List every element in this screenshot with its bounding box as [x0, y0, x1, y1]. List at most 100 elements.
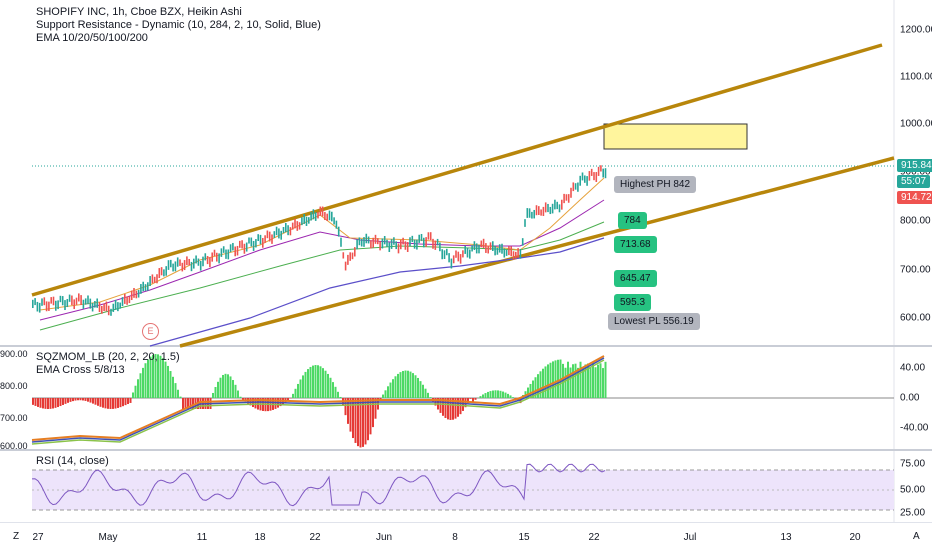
candle: [317, 212, 319, 218]
histogram-bar: [412, 373, 414, 398]
pivot-713-callout: 713.68: [614, 236, 657, 253]
auto-scale-button[interactable]: A: [913, 531, 920, 542]
candle: [471, 245, 473, 251]
candle: [315, 212, 317, 221]
histogram-bar: [335, 387, 337, 398]
candle: [122, 297, 124, 306]
time-tick: May: [99, 532, 118, 543]
main-price-pane[interactable]: [0, 0, 932, 522]
pivot-595-callout: 595.3: [614, 294, 651, 311]
candle: [184, 260, 186, 270]
time-axis[interactable]: 27 May 11 18 22 Jun 8 15 22 Jul 13 20: [0, 522, 932, 551]
candle: [168, 260, 170, 270]
candle: [188, 259, 190, 265]
candle: [437, 239, 439, 245]
histogram-bar: [510, 395, 512, 398]
histogram-bar: [135, 386, 137, 398]
candle: [156, 274, 158, 283]
histogram-bar: [110, 398, 112, 409]
histogram-bar: [547, 364, 549, 398]
candle: [280, 231, 282, 240]
histogram-bar: [240, 397, 242, 398]
candle: [570, 188, 572, 198]
rsi-pane[interactable]: [32, 464, 894, 510]
candle: [87, 295, 89, 304]
histogram-bar: [300, 379, 302, 398]
candle: [563, 194, 565, 203]
histogram-bar: [297, 384, 299, 398]
histogram-bar: [600, 363, 602, 398]
histogram-bar: [512, 397, 514, 398]
price-axis[interactable]: 1200.00 1100.00 1000.00 900.00 800.00 70…: [894, 0, 932, 346]
candle: [202, 257, 204, 267]
rsi-axis[interactable]: 75.00 50.00 25.00: [894, 450, 932, 522]
candle: [85, 298, 87, 304]
candle: [600, 165, 602, 171]
indicator-ema-label[interactable]: EMA 10/20/50/100/200: [36, 32, 321, 45]
heikin-ashi-candles[interactable]: [32, 165, 606, 316]
histogram-bar: [430, 397, 432, 398]
candle: [69, 295, 71, 302]
rsi-label[interactable]: RSI (14, close): [36, 455, 109, 468]
candle: [478, 245, 480, 254]
histogram-bar: [225, 374, 227, 398]
price-tick: 1200.00: [900, 25, 932, 36]
histogram-bar: [232, 380, 234, 398]
histogram-bar: [317, 365, 319, 398]
candle: [133, 288, 135, 298]
candle: [409, 237, 411, 246]
histogram-bar: [177, 390, 179, 398]
candle: [531, 212, 533, 219]
histogram-bar: [227, 374, 229, 398]
histogram-bar: [175, 383, 177, 398]
candle: [129, 296, 131, 303]
left-tick: 700.00: [0, 413, 28, 423]
histogram-bar: [417, 378, 419, 398]
histogram-bar: [70, 398, 72, 402]
ema-cross-label[interactable]: EMA Cross 5/8/13: [36, 364, 180, 377]
squeeze-legend: SQZMOM_LB (20, 2, 20, 1.5) EMA Cross 5/8…: [36, 351, 180, 377]
candle: [391, 239, 393, 249]
candle: [418, 235, 420, 243]
indicator-sr-label[interactable]: Support Resistance - Dynamic (10, 284, 2…: [36, 19, 321, 32]
squeeze-right-axis[interactable]: 40.00 0.00 -40.00: [894, 346, 932, 450]
candle: [398, 244, 400, 254]
candle: [214, 250, 216, 256]
pivot-645-callout: 645.47: [614, 270, 657, 287]
candle: [414, 240, 416, 249]
candle: [460, 254, 462, 264]
upper-channel-line[interactable]: [32, 45, 882, 295]
time-tick: Jul: [684, 532, 697, 543]
histogram-bar: [385, 390, 387, 398]
resistance-zone[interactable]: [604, 124, 747, 149]
histogram-bar: [75, 398, 77, 401]
candle: [306, 217, 308, 226]
red-price-tag: 914.72: [897, 191, 932, 204]
histogram-bar: [72, 398, 74, 401]
lower-channel-line[interactable]: [180, 158, 894, 346]
candle: [338, 227, 340, 237]
histogram-bar: [485, 393, 487, 398]
candle: [504, 249, 506, 258]
sqzmom-label[interactable]: SQZMOM_LB (20, 2, 20, 1.5): [36, 351, 180, 364]
histogram-bar: [552, 361, 554, 398]
candle: [138, 290, 140, 298]
histogram-bar: [595, 367, 597, 398]
histogram-bar: [590, 368, 592, 398]
rsi-tick: 50.00: [900, 485, 925, 496]
candle: [216, 253, 218, 262]
candle: [501, 244, 503, 254]
candle: [71, 296, 73, 306]
last-price-tag: 915.84: [897, 159, 932, 172]
candle: [506, 250, 508, 256]
zoom-button[interactable]: Z: [13, 531, 19, 542]
histogram-bar: [220, 378, 222, 398]
histogram-bar: [572, 364, 574, 398]
candle: [278, 228, 280, 238]
time-tick: 15: [518, 532, 529, 543]
symbol-title[interactable]: SHOPIFY INC, 1h, Cboe BZX, Heikin Ashi: [36, 6, 321, 19]
candle: [271, 234, 273, 243]
histogram-bar: [550, 363, 552, 398]
earnings-event-marker[interactable]: E: [142, 323, 159, 340]
